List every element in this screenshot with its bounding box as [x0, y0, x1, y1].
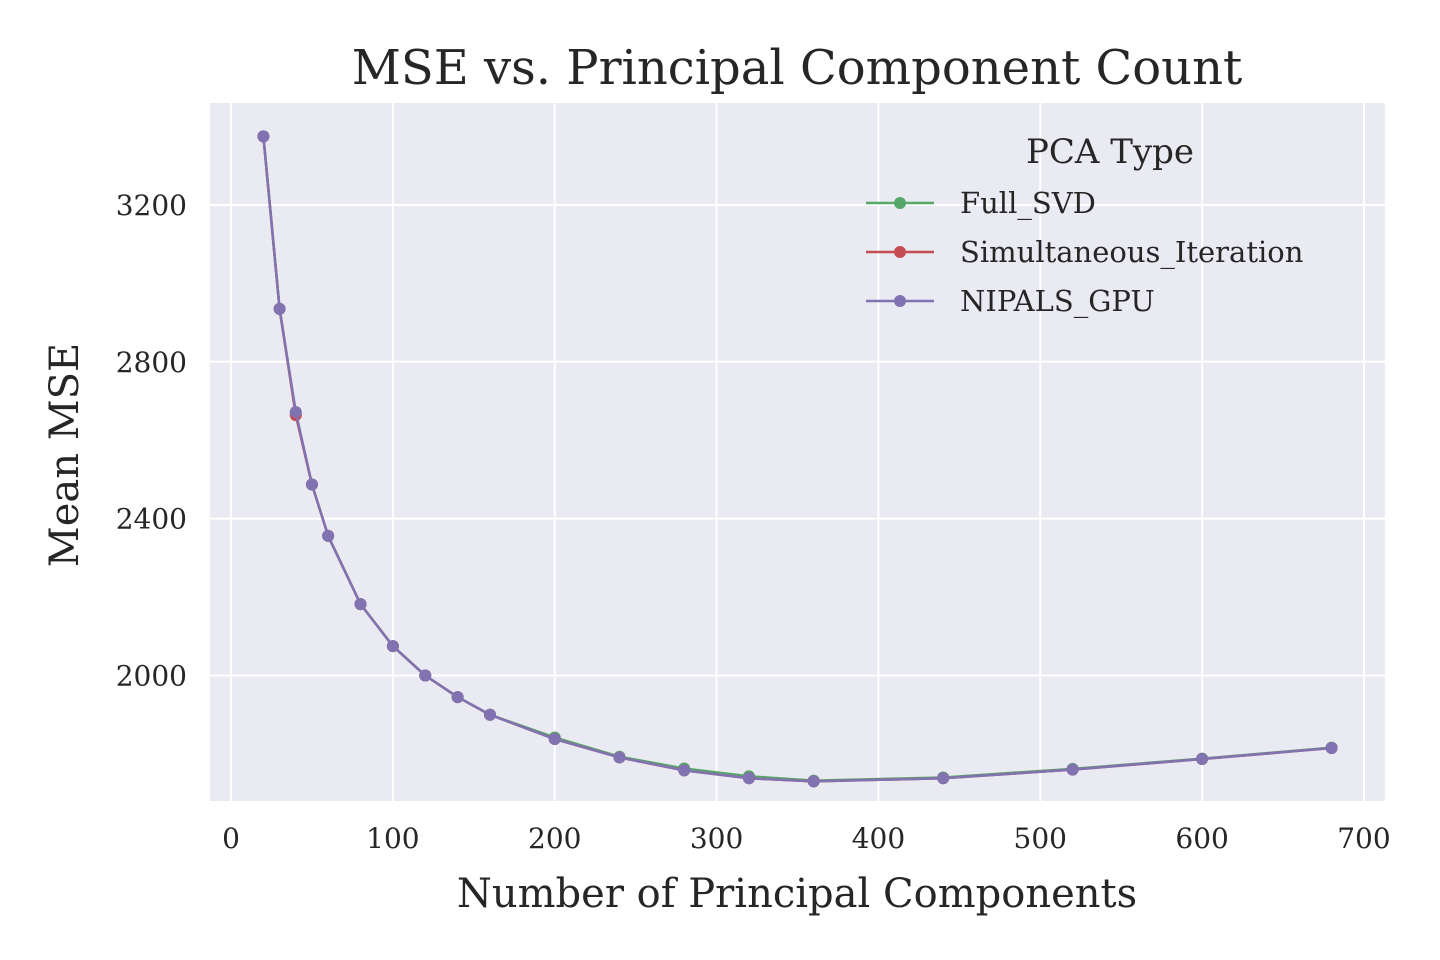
- data-point: [305, 478, 318, 491]
- x-tick-label: 700: [1337, 822, 1390, 855]
- legend-label: Full_SVD: [960, 186, 1096, 221]
- y-tick-label: 2400: [116, 503, 187, 536]
- data-point: [451, 691, 464, 704]
- data-point: [613, 751, 626, 764]
- data-point: [483, 708, 496, 721]
- data-point: [289, 406, 302, 419]
- legend-entry: Full_SVD: [866, 186, 1096, 221]
- y-tick-label: 2800: [116, 346, 187, 379]
- x-tick-label: 500: [1014, 822, 1067, 855]
- grid: [210, 103, 1385, 801]
- legend-entry: Simultaneous_Iteration: [866, 235, 1303, 270]
- series-NIPALS_GPU: [257, 130, 1338, 788]
- data-point: [1066, 763, 1079, 776]
- data-point: [257, 130, 270, 143]
- data-point: [419, 669, 432, 682]
- legend-entry: NIPALS_GPU: [866, 284, 1155, 319]
- data-point: [937, 772, 950, 785]
- legend-label: NIPALS_GPU: [960, 284, 1155, 319]
- tick-labels: 0 100 200 300 400 500 600 700 2000 2400 2800 3200: [116, 189, 1391, 855]
- x-tick-label: 300: [690, 822, 743, 855]
- data-point: [273, 302, 286, 315]
- legend-marker: [894, 295, 906, 307]
- x-tick-label: 100: [366, 822, 419, 855]
- legend-label: Simultaneous_Iteration: [960, 235, 1303, 270]
- y-tick-label: 2000: [116, 660, 187, 693]
- legend-marker: [894, 197, 906, 209]
- data-point: [1325, 742, 1338, 755]
- x-tick-label: 400: [852, 822, 905, 855]
- legend-marker: [894, 246, 906, 258]
- plot-area: [210, 103, 1385, 801]
- data-point: [386, 640, 399, 653]
- x-axis-label: Number of Principal Components: [457, 871, 1137, 917]
- legend: PCA Type Full_SVD Simultaneous_Iteration N…: [866, 132, 1303, 319]
- y-axis-label: Mean MSE: [42, 343, 88, 568]
- chart-title: MSE vs. Principal Component Count: [352, 40, 1243, 96]
- legend-entries: Full_SVD Simultaneous_Iteration NIPALS_GPU: [866, 186, 1303, 319]
- series-layer: [257, 130, 1338, 788]
- data-point: [742, 772, 755, 785]
- data-point: [322, 529, 335, 542]
- data-point: [807, 775, 820, 788]
- y-tick-label: 3200: [116, 189, 187, 222]
- x-tick-label: 600: [1175, 822, 1228, 855]
- x-tick-label: 200: [528, 822, 581, 855]
- data-point: [678, 764, 691, 777]
- data-point: [1196, 753, 1209, 766]
- x-tick-label: 0: [222, 822, 240, 855]
- data-point: [354, 598, 367, 611]
- legend-title: PCA Type: [1026, 132, 1194, 172]
- data-point: [548, 733, 561, 746]
